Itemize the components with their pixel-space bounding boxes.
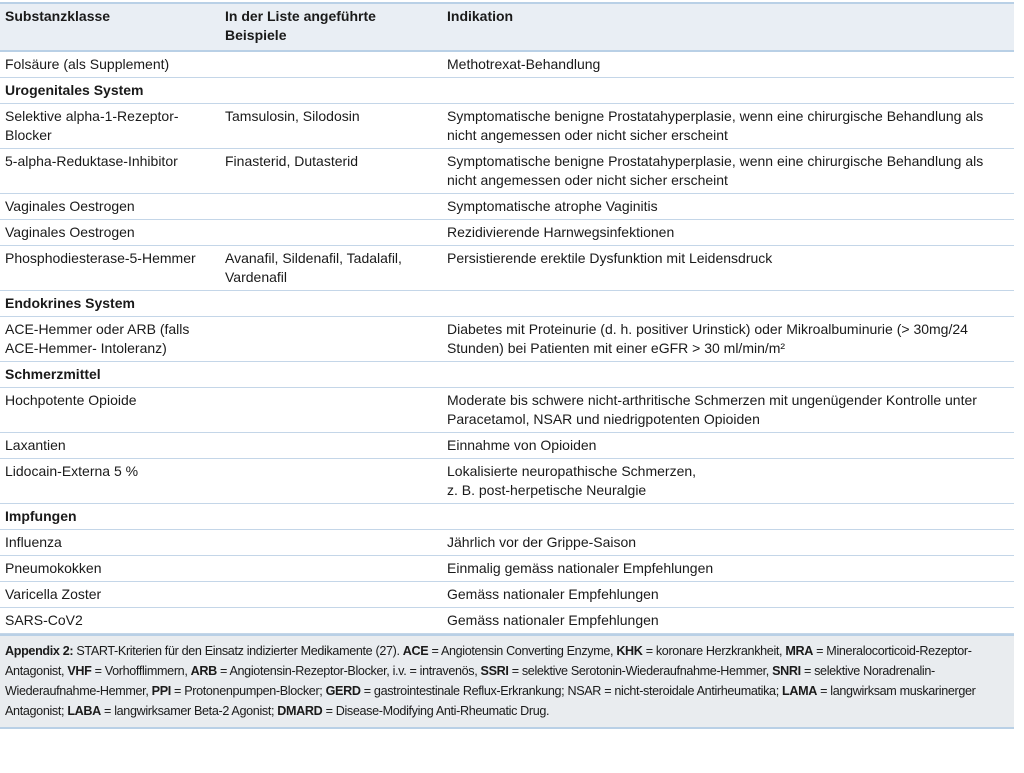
- table-cell: Einmalig gemäss nationaler Empfehlungen: [442, 555, 1014, 582]
- table-row: SARS-CoV2 Gemäss nationaler Empfehlungen: [0, 607, 1014, 634]
- table-cell: [220, 387, 442, 433]
- table-cell: [220, 529, 442, 556]
- table-cell: Phosphodiesterase-5-Hemmer: [0, 245, 220, 291]
- caption-text: = selektive Sero­tonin-Wiederaufnahme-He…: [508, 664, 773, 678]
- table-row: 5-alpha-Reduktase-Inhibitor Finasterid, D…: [0, 148, 1014, 194]
- caption-abbreviation: MRA: [785, 644, 813, 658]
- table-cell: Symptomatische atrophe Vaginitis: [442, 193, 1014, 220]
- table-cell: [220, 581, 442, 608]
- caption-text: = koronare Herzkrankheit,: [642, 644, 786, 658]
- column-header: In der Liste angeführte Beispiele: [220, 2, 442, 52]
- caption-text: = Angiotensin-Rezeptor-Blocker, i.v. = i…: [216, 664, 481, 678]
- table-cell: Methotrexat-Behandlung: [442, 51, 1014, 78]
- table-cell: SARS-CoV2: [0, 607, 220, 634]
- table-cell: Gemäss nationaler Empfehlungen: [442, 581, 1014, 608]
- table-cell: [220, 193, 442, 220]
- table-cell: Hochpotente Opioide: [0, 387, 220, 433]
- table-row: Varicella Zoster Gemäss nationaler Empfeh…: [0, 581, 1014, 608]
- caption-abbreviation: SSRI: [480, 664, 509, 678]
- table-cell: Selektive alpha-1-Rezeptor-Blocker: [0, 103, 220, 149]
- table-cell: Moderate bis schwere nicht-arthritische …: [442, 387, 1014, 433]
- table-cell: Symptomatische benigne Prostatahyperplas…: [442, 148, 1014, 194]
- section-row: Urogenitales System: [0, 77, 1014, 104]
- section-label: Endokrines System: [0, 290, 1014, 317]
- table-cell: Gemäss nationaler Empfehlungen: [442, 607, 1014, 634]
- section-row: Impfungen: [0, 503, 1014, 530]
- section-label: Impfungen: [0, 503, 1014, 530]
- caption-text: = Vorhofflimmern,: [91, 664, 191, 678]
- table-cell: [220, 316, 442, 362]
- caption-abbreviation: ACE: [402, 644, 429, 658]
- section-row: Schmerzmittel: [0, 361, 1014, 388]
- table-cell: Folsäure (als Supplement): [0, 51, 220, 78]
- caption-abbreviation: Appendix 2:: [5, 644, 74, 658]
- column-header: Substanzklasse: [0, 2, 220, 52]
- table-row: Hochpotente Opioide Moderate bis schwere …: [0, 387, 1014, 433]
- caption-abbreviation: KHK: [616, 644, 643, 658]
- caption-abbreviation: GERD: [325, 684, 361, 698]
- table-cell: Lokalisierte neuropathische Schmerzen, z…: [442, 458, 1014, 504]
- table-cell: Vaginales Oestrogen: [0, 219, 220, 246]
- table-cell: [220, 432, 442, 459]
- table-cell: Avanafil, Sildenafil, Tadalafil, Vardena…: [220, 245, 442, 291]
- table-row: Laxantien Einnahme von Opioiden: [0, 432, 1014, 459]
- start-criteria-table: Substanzklasse In der Liste angeführte B…: [0, 2, 1014, 634]
- table-cell: Influenza: [0, 529, 220, 556]
- table-row: Lidocain-Externa 5 % Lokalisierte neuropa…: [0, 458, 1014, 504]
- table-cell: ACE-Hemmer oder ARB (falls ACE-Hemmer- I…: [0, 316, 220, 362]
- section-label: Schmerzmittel: [0, 361, 1014, 388]
- caption-abbreviation: VHF: [67, 664, 92, 678]
- table-row: Phosphodiesterase-5-Hemmer Avanafil, Sild…: [0, 245, 1014, 291]
- table-cell: Einnahme von Opioiden: [442, 432, 1014, 459]
- caption-text: = Mineralocorticoid-Rezeptor-Antagonist,: [5, 644, 972, 678]
- table-row: Folsäure (als Supplement) Methotrexat-Beh…: [0, 51, 1014, 78]
- caption-text: = Disease-Modifying Anti-Rheumatic Drug.: [322, 704, 550, 718]
- table-cell: Laxantien: [0, 432, 220, 459]
- caption-abbreviation: LAMA: [782, 684, 817, 698]
- table-cell: Tamsulosin, Silodosin: [220, 103, 442, 149]
- header-row: Substanzklasse In der Liste angeführte B…: [0, 2, 1014, 52]
- column-header: Indikation: [442, 2, 1014, 52]
- table-cell: 5-alpha-Reduktase-Inhibitor: [0, 148, 220, 194]
- caption-abbreviation: SNRI: [772, 664, 801, 678]
- table-cell: Diabetes mit Proteinurie (d. h. positive…: [442, 316, 1014, 362]
- table-cell: [220, 51, 442, 78]
- table-cell: Rezidivierende Harnwegsinfektionen: [442, 219, 1014, 246]
- table-cell: Persistierende erektile Dysfunktion mit …: [442, 245, 1014, 291]
- table-cell: Lidocain-Externa 5 %: [0, 458, 220, 504]
- caption-text: = Angiotensin Converting Enzyme,: [428, 644, 617, 658]
- caption-text: = Protonenpumpen-Blocker;: [170, 684, 326, 698]
- table-container: Substanzklasse In der Liste angeführte B…: [0, 2, 1014, 729]
- table-row: Vaginales Oestrogen Symptomatische atroph…: [0, 193, 1014, 220]
- table-cell: [220, 607, 442, 634]
- table-row: ACE-Hemmer oder ARB (falls ACE-Hemmer- I…: [0, 316, 1014, 362]
- caption-text: = langwirksamer Beta-2 Agonist;: [100, 704, 278, 718]
- table-row: Selektive alpha-1-Rezeptor-Blocker Tamsul…: [0, 103, 1014, 149]
- table-cell: [220, 458, 442, 504]
- caption-text: = selektive Noradrenalin-Wiederaufnahme-…: [5, 664, 935, 698]
- caption-abbreviation: DMARD: [277, 704, 323, 718]
- caption-text: = gastrointestinale Reflux-Erkrankung; N…: [360, 684, 783, 698]
- caption-abbreviation: PPI: [151, 684, 172, 698]
- table-row: Pneumokokken Einmalig gemäss nationaler E…: [0, 555, 1014, 582]
- table-cell: [220, 219, 442, 246]
- section-label: Urogenitales System: [0, 77, 1014, 104]
- caption-abbreviation: ARB: [190, 664, 218, 678]
- section-row: Endokrines System: [0, 290, 1014, 317]
- caption-abbreviation: LABA: [67, 704, 101, 718]
- table-cell: Jährlich vor der Grippe-Saison: [442, 529, 1014, 556]
- table-row: Influenza Jährlich vor der Grippe-Saison: [0, 529, 1014, 556]
- table-cell: Symptomatische benigne Prostatahyperplas…: [442, 103, 1014, 149]
- table-caption: Appendix 2: START-Kriterien für den Eins…: [0, 634, 1014, 729]
- table-cell: [220, 555, 442, 582]
- caption-text: = langwirksam muskarinerger Antagonist;: [5, 684, 976, 718]
- table-cell: Varicella Zoster: [0, 581, 220, 608]
- table-cell: Vaginales Oestrogen: [0, 193, 220, 220]
- caption-text: START-Kriterien für den Einsatz indizier…: [73, 644, 403, 658]
- table-cell: Pneumokokken: [0, 555, 220, 582]
- table-cell: Finasterid, Dutasterid: [220, 148, 442, 194]
- table-row: Vaginales Oestrogen Rezidivierende Harnwe…: [0, 219, 1014, 246]
